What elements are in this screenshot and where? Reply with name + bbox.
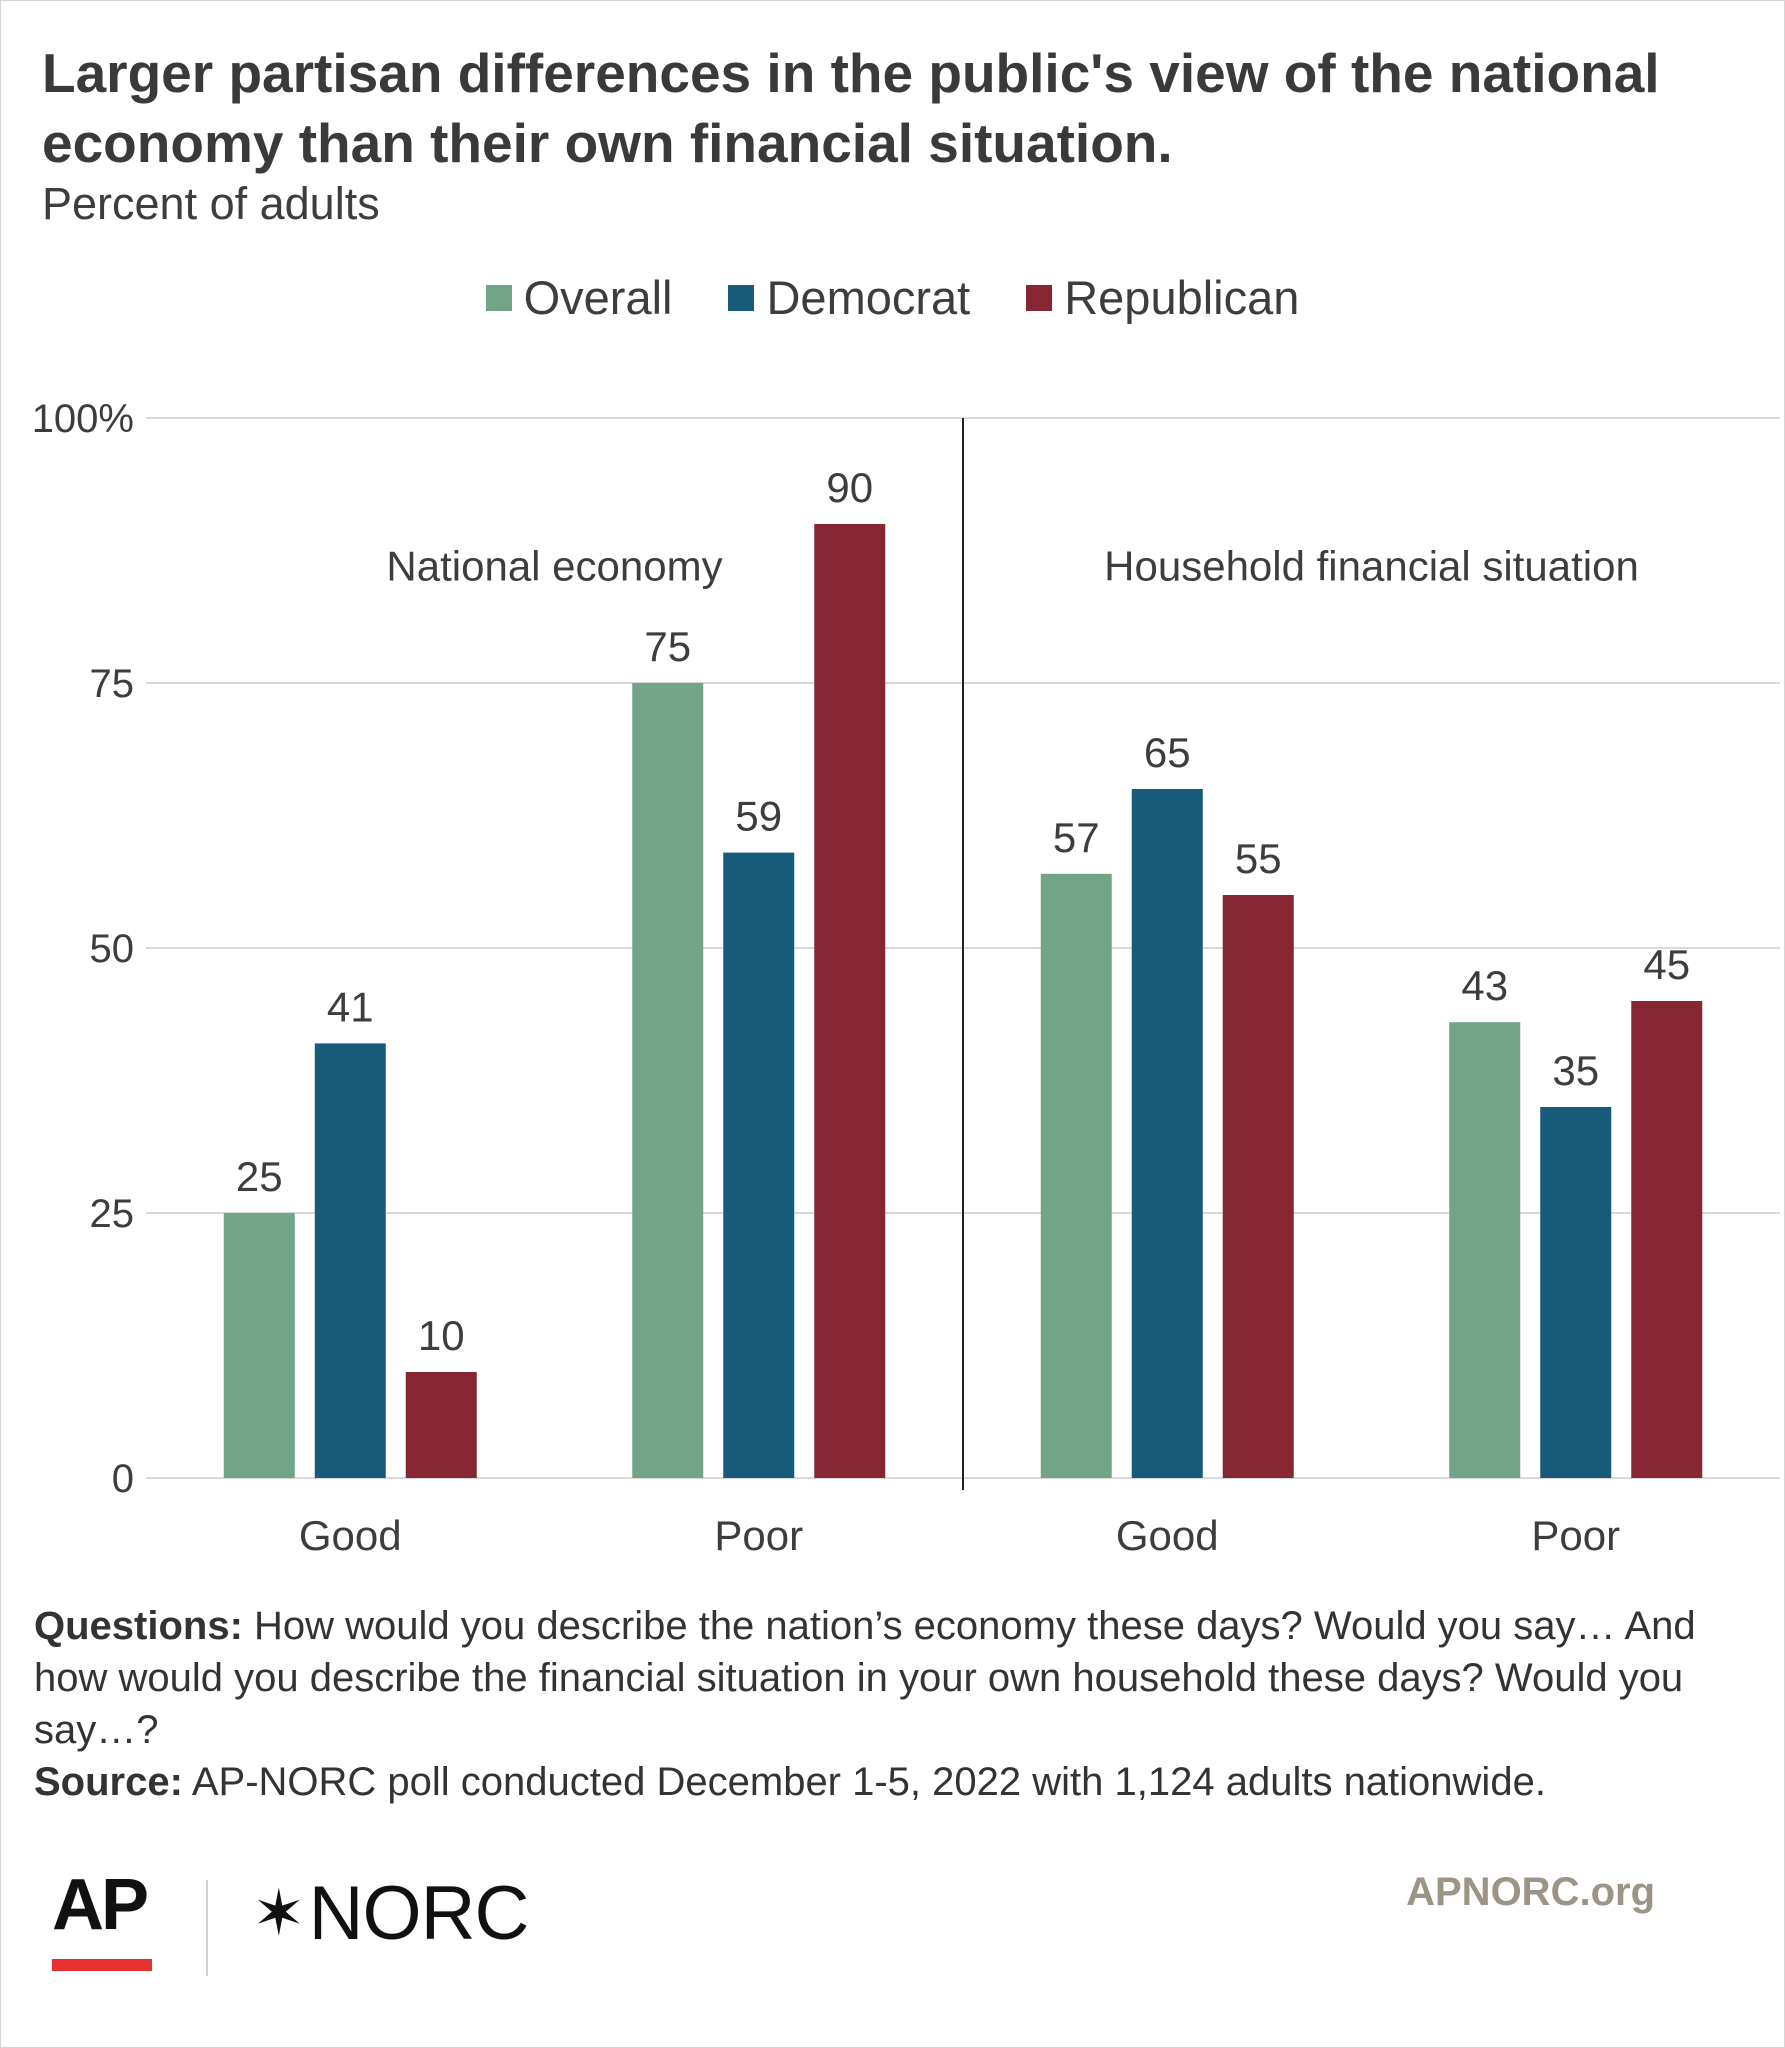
legend-item-democrat: Democrat: [728, 270, 970, 325]
questions-note: Questions: How would you describe the na…: [34, 1600, 1754, 1756]
ap-logo-text: AP: [52, 1865, 149, 1945]
y-tick-label: 75: [90, 662, 135, 706]
data-label: 43: [1461, 962, 1508, 1009]
legend-item-republican: Republican: [1026, 270, 1299, 325]
bar: [814, 524, 886, 1478]
chart-notes: Questions: How would you describe the na…: [34, 1600, 1754, 1808]
y-tick-label: 25: [90, 1192, 135, 1236]
norc-logo: ✶ NORC: [252, 1870, 530, 1957]
source-label: Source:: [34, 1760, 183, 1804]
bar-chart: 0 25 50 75 100% National economy 25 41 10 Good 75 5…: [32, 397, 1780, 1559]
bar: [1222, 895, 1294, 1478]
questions-label: Questions:: [34, 1604, 243, 1648]
y-tick-label: 0: [112, 1457, 134, 1501]
legend-item-overall: Overall: [485, 270, 673, 325]
data-label: 59: [735, 793, 782, 840]
bar: [223, 1213, 295, 1478]
legend-label-democrat: Democrat: [766, 271, 971, 324]
legend-swatch-republican: [1026, 284, 1053, 311]
ap-logo-bar: [52, 1959, 152, 1971]
apnorc-site-link[interactable]: APNORC.org: [1406, 1870, 1655, 1914]
x-tick-label: Poor: [714, 1512, 803, 1559]
bar: [723, 852, 795, 1478]
chart-title: Larger partisan differences in the publi…: [42, 42, 1660, 174]
data-label: 35: [1552, 1047, 1599, 1094]
logo-divider: [206, 1880, 208, 1976]
data-label: 75: [644, 623, 691, 670]
panel-label: National economy: [386, 542, 722, 589]
source-note: Source: AP-NORC poll conducted December …: [34, 1756, 1754, 1808]
chart-subtitle: Percent of adults: [42, 178, 380, 229]
bar: [632, 683, 704, 1478]
norc-logo-text: NORC: [308, 1871, 530, 1956]
y-tick-label: 50: [90, 927, 135, 971]
x-tick-label: Poor: [1531, 1512, 1620, 1559]
x-tick-label: Good: [1116, 1512, 1219, 1559]
legend-swatch-overall: [485, 284, 512, 311]
bar: [1040, 873, 1112, 1478]
bar: [1631, 1001, 1703, 1478]
bar: [1540, 1107, 1612, 1478]
bar: [1449, 1022, 1521, 1478]
chart-legend: Overall Democrat Republican: [0, 270, 1785, 325]
data-label: 57: [1053, 814, 1100, 861]
y-tick-label: 100%: [32, 397, 134, 441]
data-label: 25: [236, 1153, 283, 1200]
panel-label: Household financial situation: [1104, 542, 1639, 589]
data-label: 41: [327, 983, 374, 1030]
questions-text: How would you describe the nation’s econ…: [34, 1604, 1696, 1752]
star-icon: ✶: [252, 1877, 306, 1949]
data-label: 10: [418, 1312, 465, 1359]
legend-label-republican: Republican: [1064, 271, 1300, 324]
x-tick-label: Good: [299, 1512, 402, 1559]
data-label: 55: [1235, 835, 1282, 882]
bar: [314, 1043, 386, 1478]
data-label: 90: [826, 464, 873, 511]
bar: [1131, 789, 1203, 1478]
data-label: 45: [1643, 941, 1690, 988]
legend-label-overall: Overall: [523, 271, 673, 324]
data-label: 65: [1144, 729, 1191, 776]
ap-logo: AP: [52, 1865, 162, 1971]
bar: [405, 1372, 477, 1478]
legend-swatch-democrat: [728, 284, 755, 311]
source-text: AP-NORC poll conducted December 1-5, 202…: [191, 1760, 1546, 1804]
